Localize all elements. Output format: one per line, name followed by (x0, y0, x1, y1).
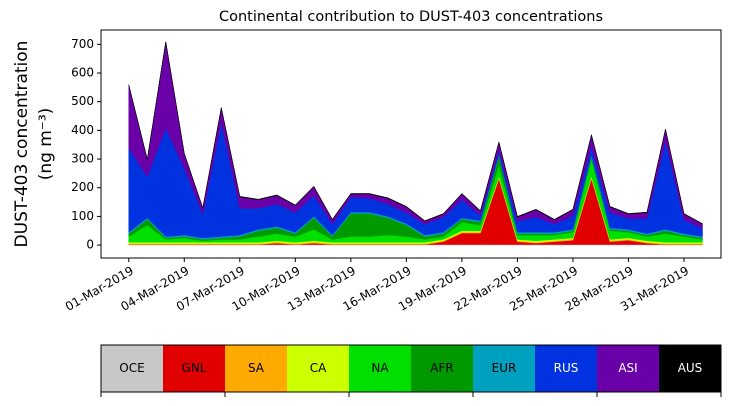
area (128, 41, 703, 225)
legend-label: GNL (182, 361, 207, 375)
y-tick-label: 300 (71, 152, 94, 166)
legend-swatch (659, 345, 721, 392)
legend-swatch (411, 345, 473, 392)
legend-frame (100, 344, 722, 393)
legend-label: OCE (119, 361, 144, 375)
y-tick-label: 700 (71, 37, 94, 51)
legend-label: ASI (618, 361, 637, 375)
y-axis-label: DUST-403 concentration (12, 41, 32, 248)
legend-label: RUS (554, 361, 579, 375)
legend-swatch (535, 345, 597, 392)
legend-swatch (349, 345, 411, 392)
legend-swatch (225, 345, 287, 392)
legend-label: AUS (678, 361, 703, 375)
y-tick-label: 100 (71, 209, 94, 223)
legend-label: SA (248, 361, 265, 375)
legend-swatch (163, 345, 225, 392)
y-tick-label: 0 (86, 238, 94, 252)
plot-frame (100, 29, 722, 259)
legend-label: CA (310, 361, 327, 375)
legend: OCE GNL SA CA NA AFR EUR RUS ASI AUS (100, 344, 722, 397)
y-tick-label: 600 (71, 66, 94, 80)
y-tick-label: 200 (71, 180, 94, 194)
legend-swatch (287, 345, 349, 392)
legend-swatch (597, 345, 659, 392)
legend-swatch (473, 345, 535, 392)
legend-swatch (101, 345, 163, 392)
legend-label: NA (371, 361, 389, 375)
y-axis-label: (ng m⁻³) (36, 108, 56, 181)
y-tick-label: 500 (71, 94, 94, 108)
legend-label: AFR (430, 361, 453, 375)
chart-title: Continental contribution to DUST-403 con… (219, 9, 603, 25)
y-tick-label: 400 (71, 123, 94, 137)
legend-label: EUR (492, 361, 517, 375)
area (128, 122, 703, 239)
